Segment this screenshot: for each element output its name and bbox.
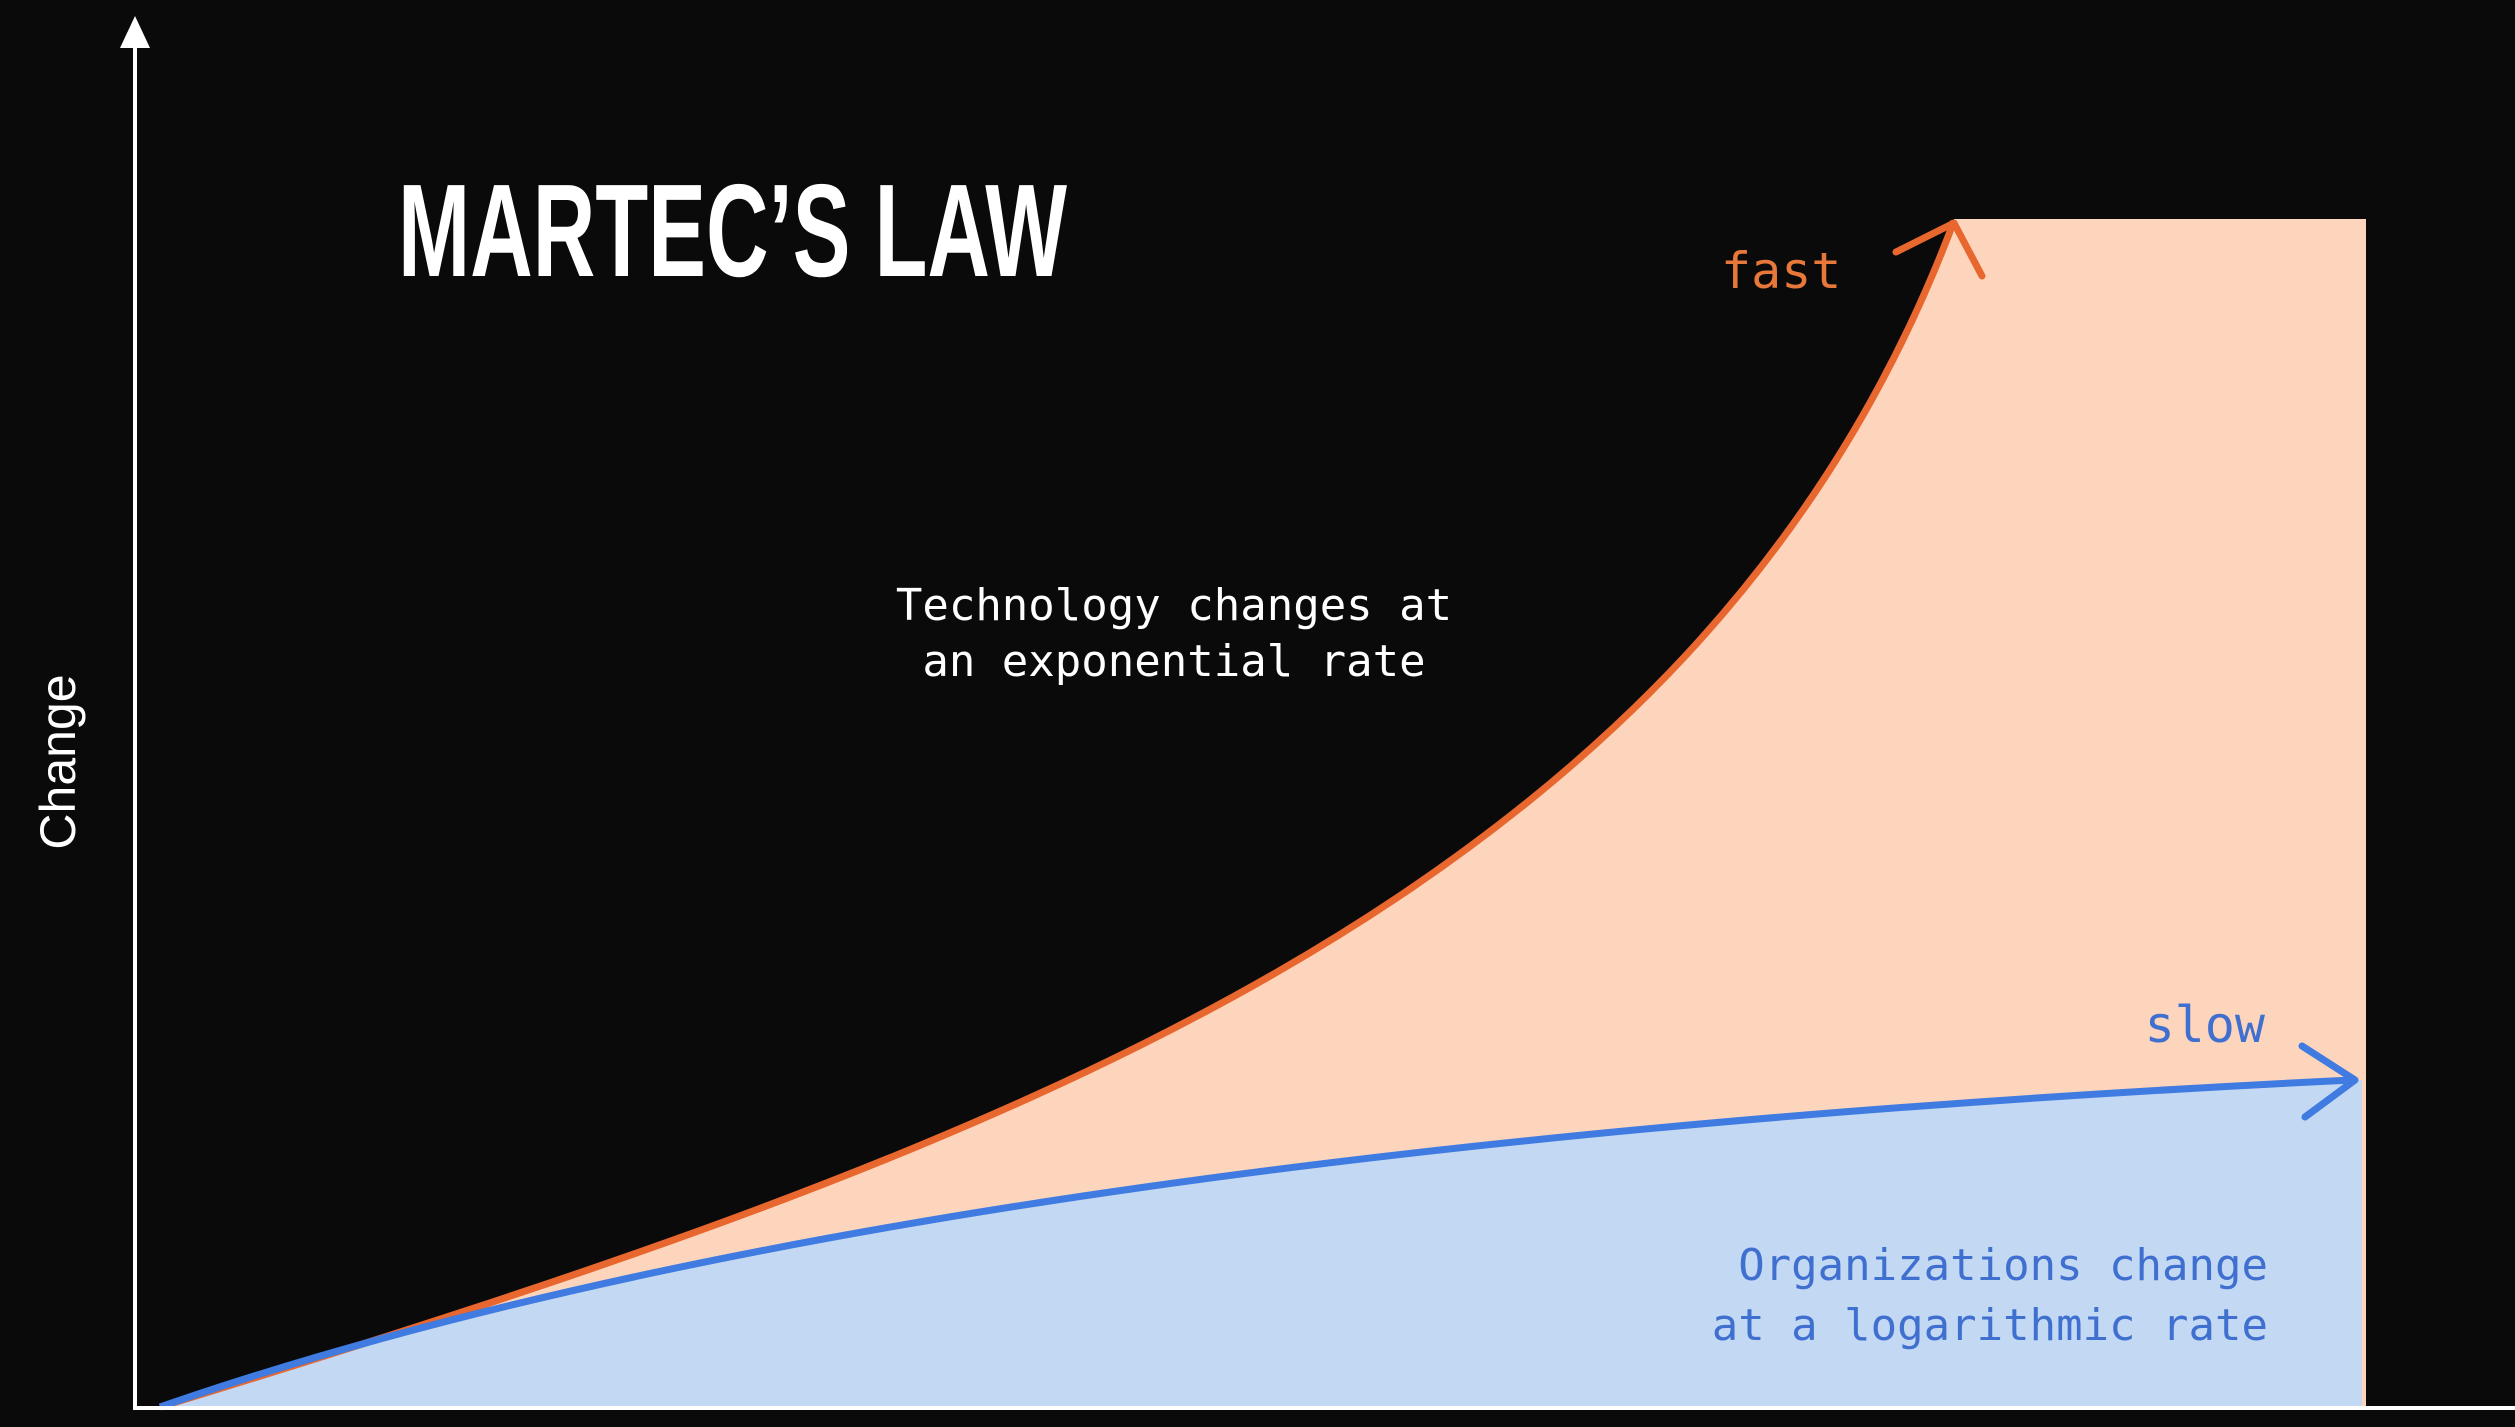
- technology-arrowhead: [1892, 219, 1986, 280]
- y-axis-arrowhead: [120, 16, 150, 48]
- organizations-area: [160, 1080, 2362, 1407]
- technology-description: an exponential rate: [922, 636, 1425, 687]
- organizations-description: at a logarithmic rate: [1712, 1300, 2268, 1351]
- technology-curve: [158, 219, 1958, 1411]
- title: MARTEC’S LAW: [398, 157, 1067, 304]
- technology-description: Technology changes at: [896, 580, 1452, 631]
- y-axis-label: Change: [30, 674, 86, 849]
- technology-label: fast: [1721, 242, 1841, 300]
- organizations-description: Organizations change: [1738, 1240, 2268, 1291]
- organizations-arrowhead: [2298, 1042, 2359, 1121]
- technology-area: [160, 219, 2366, 1407]
- organizations-curve: [158, 1076, 2353, 1411]
- organizations-label: slow: [2145, 996, 2266, 1054]
